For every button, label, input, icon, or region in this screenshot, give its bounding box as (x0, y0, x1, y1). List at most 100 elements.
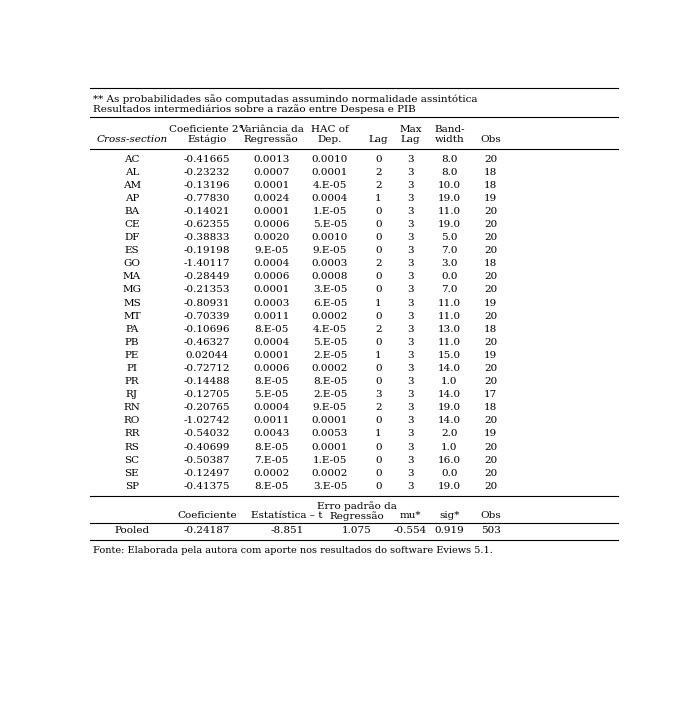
Text: 20: 20 (484, 272, 498, 282)
Text: 3: 3 (407, 207, 414, 216)
Text: 3: 3 (407, 312, 414, 320)
Text: 3: 3 (407, 338, 414, 347)
Text: DF: DF (124, 233, 140, 242)
Text: Band-: Band- (434, 125, 465, 134)
Text: 0: 0 (375, 443, 381, 451)
Text: 4.E-05: 4.E-05 (313, 325, 347, 334)
Text: ** As probabilidades são computadas assumindo normalidade assintótica: ** As probabilidades são computadas assu… (93, 94, 477, 103)
Text: 7.0: 7.0 (442, 246, 457, 255)
Text: 6.E-05: 6.E-05 (313, 298, 347, 308)
Text: 18: 18 (484, 168, 498, 177)
Text: Resultados intermediários sobre a razão entre Despesa e PIB: Resultados intermediários sobre a razão … (93, 103, 415, 113)
Text: Erro padrão da: Erro padrão da (317, 501, 397, 511)
Text: -0.554: -0.554 (394, 527, 427, 536)
Text: 0.0004: 0.0004 (253, 259, 290, 268)
Text: 0.0007: 0.0007 (253, 168, 290, 177)
Text: 0.0010: 0.0010 (312, 155, 348, 163)
Text: 0.0013: 0.0013 (253, 155, 290, 163)
Text: 5.E-05: 5.E-05 (254, 390, 288, 399)
Text: 4.E-05: 4.E-05 (313, 181, 347, 190)
Text: 1.E-05: 1.E-05 (313, 455, 347, 465)
Text: 3: 3 (407, 377, 414, 386)
Text: 0.0001: 0.0001 (312, 443, 348, 451)
Text: Lag: Lag (401, 134, 420, 144)
Text: 0.0001: 0.0001 (253, 207, 290, 216)
Text: 20: 20 (484, 155, 498, 163)
Text: Coeficiente 2°: Coeficiente 2° (169, 125, 244, 134)
Text: 0.0001: 0.0001 (312, 416, 348, 425)
Text: 20: 20 (484, 312, 498, 320)
Text: 7.E-05: 7.E-05 (254, 455, 288, 465)
Text: 1.E-05: 1.E-05 (313, 207, 347, 216)
Text: 1: 1 (375, 351, 381, 360)
Text: 20: 20 (484, 416, 498, 425)
Text: 18: 18 (484, 259, 498, 268)
Text: RO: RO (124, 416, 140, 425)
Text: 0.0006: 0.0006 (253, 364, 290, 373)
Text: -0.62355: -0.62355 (184, 220, 230, 229)
Text: 3: 3 (407, 285, 414, 294)
Text: -0.40699: -0.40699 (184, 443, 230, 451)
Text: 7.0: 7.0 (442, 285, 457, 294)
Text: 11.0: 11.0 (438, 207, 461, 216)
Text: -0.38833: -0.38833 (184, 233, 230, 242)
Text: 0.0008: 0.0008 (312, 272, 348, 282)
Text: 8.E-05: 8.E-05 (254, 325, 288, 334)
Text: 0.0004: 0.0004 (312, 194, 348, 203)
Text: 0: 0 (375, 455, 381, 465)
Text: 0: 0 (375, 364, 381, 373)
Text: ES: ES (124, 246, 139, 255)
Text: -0.41375: -0.41375 (184, 482, 230, 491)
Text: 20: 20 (484, 482, 498, 491)
Text: 18: 18 (484, 403, 498, 413)
Text: 20: 20 (484, 469, 498, 478)
Text: 3: 3 (407, 364, 414, 373)
Text: 0.0: 0.0 (442, 469, 457, 478)
Text: 19: 19 (484, 298, 498, 308)
Text: 0: 0 (375, 207, 381, 216)
Text: 1: 1 (375, 194, 381, 203)
Text: AP: AP (124, 194, 139, 203)
Text: Dep.: Dep. (318, 134, 342, 144)
Text: 3: 3 (407, 259, 414, 268)
Text: -0.72712: -0.72712 (184, 364, 230, 373)
Text: 0.0020: 0.0020 (253, 233, 290, 242)
Text: -0.10696: -0.10696 (184, 325, 230, 334)
Text: 9.E-05: 9.E-05 (313, 403, 347, 413)
Text: 8.0: 8.0 (442, 155, 457, 163)
Text: 0.0024: 0.0024 (253, 194, 290, 203)
Text: 2.E-05: 2.E-05 (313, 390, 347, 399)
Text: 3: 3 (407, 429, 414, 439)
Text: 0.0: 0.0 (442, 272, 457, 282)
Text: 20: 20 (484, 364, 498, 373)
Text: 1: 1 (375, 298, 381, 308)
Text: 15.0: 15.0 (438, 351, 461, 360)
Text: 20: 20 (484, 377, 498, 386)
Text: Estatística – t: Estatística – t (252, 511, 323, 520)
Text: 18: 18 (484, 181, 498, 190)
Text: RJ: RJ (126, 390, 138, 399)
Text: 9.E-05: 9.E-05 (254, 246, 288, 255)
Text: 8.E-05: 8.E-05 (254, 482, 288, 491)
Text: BA: BA (124, 207, 140, 216)
Text: 11.0: 11.0 (438, 298, 461, 308)
Text: Regressão: Regressão (244, 134, 299, 144)
Text: -0.21353: -0.21353 (184, 285, 230, 294)
Text: 3: 3 (407, 455, 414, 465)
Text: 3: 3 (407, 351, 414, 360)
Text: 503: 503 (481, 527, 501, 536)
Text: -0.20765: -0.20765 (184, 403, 230, 413)
Text: 0.0004: 0.0004 (253, 338, 290, 347)
Text: Coeficiente: Coeficiente (177, 511, 237, 520)
Text: 8.E-05: 8.E-05 (313, 377, 347, 386)
Text: 3.E-05: 3.E-05 (313, 482, 347, 491)
Text: AM: AM (123, 181, 141, 190)
Text: -0.14488: -0.14488 (184, 377, 230, 386)
Text: MT: MT (123, 312, 141, 320)
Text: 0.0011: 0.0011 (253, 312, 290, 320)
Text: 20: 20 (484, 285, 498, 294)
Text: 14.0: 14.0 (438, 416, 461, 425)
Text: 0.0001: 0.0001 (253, 351, 290, 360)
Text: -0.14021: -0.14021 (184, 207, 230, 216)
Text: 2.0: 2.0 (442, 429, 457, 439)
